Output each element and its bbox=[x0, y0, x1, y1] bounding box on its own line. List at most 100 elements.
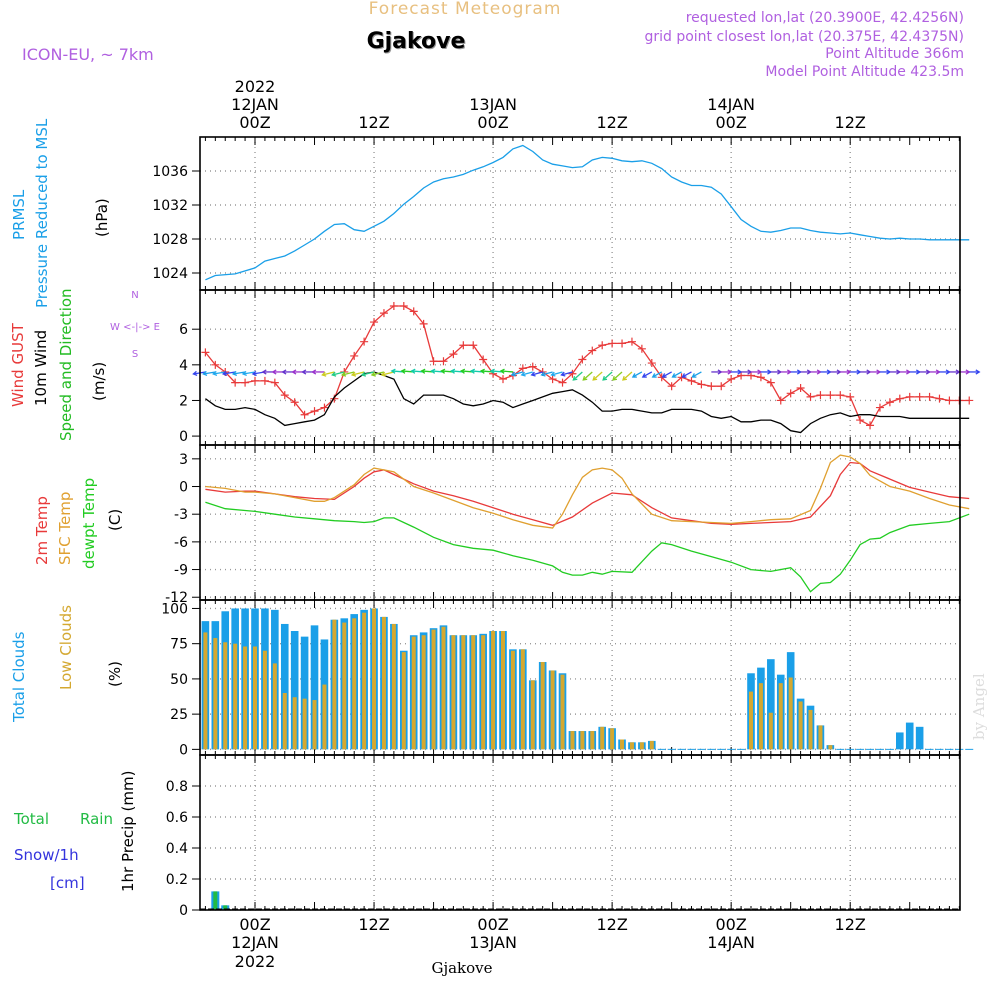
low-cloud-bar bbox=[580, 731, 585, 750]
low-cloud-bar bbox=[520, 649, 525, 750]
wind-arrow-head bbox=[370, 371, 376, 377]
gust-marker bbox=[201, 348, 210, 357]
top-hour-label: 12Z bbox=[596, 113, 627, 132]
bottom-hour-label: 12Z bbox=[835, 915, 866, 934]
gust-marker bbox=[429, 357, 438, 366]
panel-1: 1024 1028 1032 1036 bbox=[152, 136, 970, 291]
wind-arrow bbox=[531, 371, 543, 376]
gust-marker bbox=[399, 302, 408, 311]
gust-marker bbox=[637, 344, 646, 353]
low-cloud-bar bbox=[501, 631, 505, 750]
gust-marker bbox=[251, 376, 259, 385]
gust-marker bbox=[290, 398, 299, 407]
y-tick-label: -12 bbox=[165, 590, 188, 606]
y-tick-label: 0 bbox=[179, 429, 188, 445]
gust-marker bbox=[588, 346, 597, 355]
wind-arrow-head bbox=[550, 371, 556, 377]
low-cloud-bar bbox=[600, 726, 605, 750]
low-cloud-bar bbox=[233, 643, 238, 750]
wind-arrow-head bbox=[530, 371, 536, 377]
super-title: Forecast Meteogram bbox=[369, 0, 562, 19]
wind-arrow bbox=[612, 371, 623, 381]
gust-marker bbox=[935, 394, 944, 403]
gust-marker bbox=[479, 355, 488, 364]
wind-arrow-head bbox=[671, 373, 677, 378]
prmsl-sublabel: Pressure Reduced to MSL bbox=[33, 118, 51, 308]
series-line-3-2 bbox=[205, 454, 970, 529]
wind-arrow bbox=[223, 371, 236, 375]
y-tick-label: 0.4 bbox=[166, 841, 188, 857]
gust-marker bbox=[618, 339, 627, 348]
gust-marker bbox=[717, 382, 726, 391]
gust-marker bbox=[598, 341, 607, 350]
wind-arrow-head bbox=[641, 373, 647, 378]
wind-arrow bbox=[652, 371, 663, 378]
wind-unit: (m/s) bbox=[90, 362, 108, 401]
top-hour-label: 00Z bbox=[239, 113, 270, 132]
y-tick-label: 1024 bbox=[152, 266, 188, 282]
cloud-unit: (%) bbox=[106, 661, 124, 687]
wind-arrow-head bbox=[540, 371, 546, 377]
wind-arrow bbox=[242, 371, 256, 375]
low-cloud-bar bbox=[828, 745, 833, 750]
panel-frame bbox=[199, 754, 961, 911]
low-cloud-bar bbox=[530, 680, 535, 750]
y-tick-label: 0 bbox=[179, 480, 188, 496]
wind-arrow-head bbox=[681, 373, 687, 378]
wind-arrow-head bbox=[410, 368, 416, 374]
y-tick-label: 0 bbox=[179, 742, 188, 758]
gust-marker bbox=[915, 392, 924, 401]
wind-arrow-head bbox=[221, 370, 228, 377]
wind-arrow-head bbox=[380, 371, 386, 377]
y-tick-label: 100 bbox=[161, 601, 188, 617]
low-cloud-bar bbox=[372, 608, 377, 750]
gust-marker bbox=[310, 407, 319, 416]
y-tick-label: 0 bbox=[179, 903, 188, 919]
wind-arrow bbox=[342, 371, 355, 376]
wind-arrow-head bbox=[592, 375, 598, 381]
low-cloud-bar bbox=[391, 623, 396, 750]
gust-marker bbox=[885, 398, 894, 407]
wind-arrow bbox=[521, 371, 533, 376]
wind-arrow bbox=[632, 371, 643, 378]
low-cloud-bar bbox=[560, 674, 565, 750]
total-cloud-bar bbox=[310, 625, 319, 750]
watermark: by Angel bbox=[970, 673, 988, 740]
low-cloud-bar bbox=[322, 684, 327, 750]
gust-marker bbox=[965, 396, 974, 405]
gust-marker bbox=[608, 339, 617, 348]
gust-marker bbox=[578, 355, 587, 364]
gust-marker bbox=[737, 371, 746, 380]
gust-marker bbox=[389, 302, 398, 311]
gust-marker bbox=[866, 421, 875, 430]
wind-arrow bbox=[642, 371, 653, 378]
top-year-label: 2022 bbox=[235, 77, 276, 96]
low-cloud-bar bbox=[292, 697, 297, 750]
series-line-2-1 bbox=[204, 305, 970, 427]
bottom-date-label: 14JAN bbox=[707, 933, 755, 952]
bottom-date-label: 13JAN bbox=[469, 933, 517, 952]
low-cloud-bar bbox=[798, 701, 803, 750]
wind-arrow-head bbox=[350, 371, 357, 377]
panel-3: -12 -9 -6 -3 0 3 bbox=[165, 444, 970, 606]
gust-marker bbox=[756, 373, 765, 382]
prmsl-label: PRMSL bbox=[10, 189, 28, 240]
dewpt-label: dewpt Temp bbox=[80, 478, 98, 569]
wind-arrow-head bbox=[211, 370, 218, 377]
low-cloud-bar bbox=[431, 629, 436, 750]
low-cloud-bar bbox=[441, 626, 446, 750]
wind-arrow-head bbox=[202, 370, 208, 377]
y-tick-label: 0.2 bbox=[166, 872, 188, 888]
total-cloud-bar bbox=[896, 732, 904, 750]
y-tick-label: -9 bbox=[174, 563, 188, 579]
wind-arrow bbox=[682, 371, 692, 378]
gust-marker bbox=[330, 394, 339, 403]
wind-arrow bbox=[541, 371, 553, 376]
wind-arrow bbox=[381, 371, 395, 376]
rain-label: Rain bbox=[80, 810, 113, 828]
wind-arrow bbox=[572, 371, 583, 381]
low-cloud-bar bbox=[213, 638, 218, 750]
low-cloud-bar bbox=[620, 739, 625, 750]
low-cloud-bar bbox=[282, 693, 287, 750]
wind-arrow bbox=[351, 371, 365, 376]
